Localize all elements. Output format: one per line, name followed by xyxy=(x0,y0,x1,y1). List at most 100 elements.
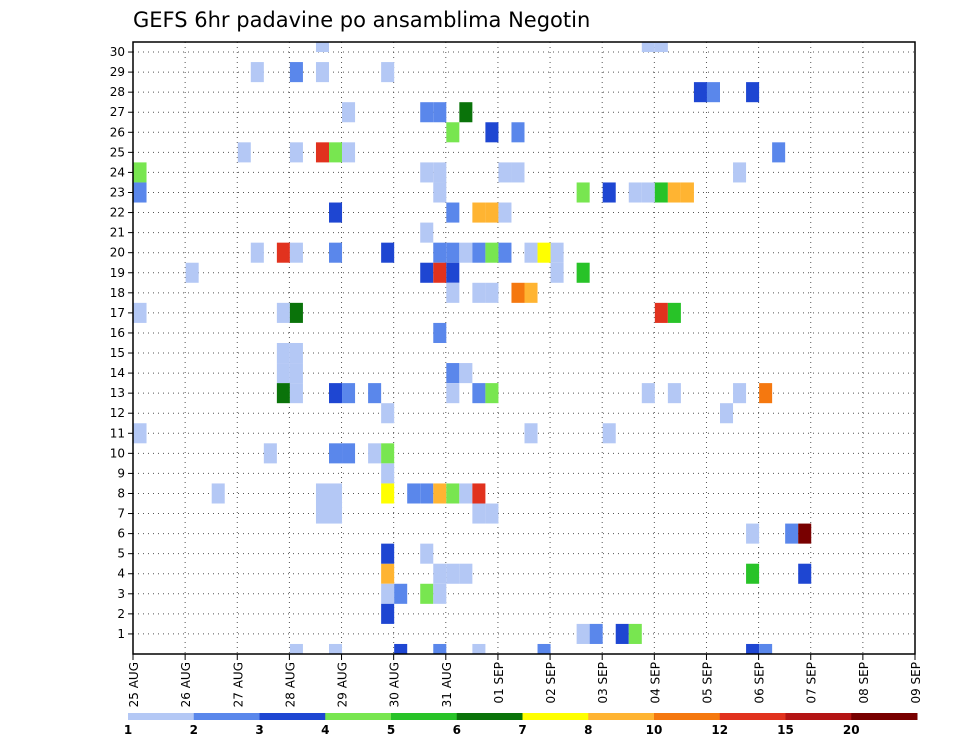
heatmap-cell xyxy=(446,383,460,404)
heatmap-cell xyxy=(798,523,812,544)
heatmap-cell xyxy=(381,443,395,464)
heatmap-cell xyxy=(433,643,447,654)
heatmap-cell xyxy=(746,523,760,544)
heatmap-cell xyxy=(459,363,473,384)
heatmap-cell xyxy=(446,242,460,263)
heatmap-cell xyxy=(250,62,264,83)
colorbar-label: 5 xyxy=(387,723,395,737)
heatmap-cell xyxy=(459,483,473,504)
y-tick-label: 5 xyxy=(117,547,125,561)
heatmap-cell xyxy=(381,603,395,624)
heatmap-cell xyxy=(446,262,460,283)
x-tick-label: 28 AUG xyxy=(283,662,297,707)
heatmap-cell xyxy=(472,643,486,654)
y-tick-label: 13 xyxy=(110,386,125,400)
heatmap-cell xyxy=(407,483,421,504)
heatmap-cell xyxy=(511,162,525,183)
y-tick-label: 21 xyxy=(110,226,125,240)
colorbar-segment xyxy=(851,713,918,720)
heatmap-cell xyxy=(746,82,760,103)
x-tick-label: 03 SEP xyxy=(596,662,610,704)
heatmap-cell xyxy=(420,262,434,283)
heatmap-cell xyxy=(511,122,525,143)
heatmap-cell xyxy=(485,282,499,303)
heatmap-cell xyxy=(433,322,447,343)
x-axis-ticks: 25 AUG 26 AUG 27 AUG 28 AUG 29 AUG 30 AUG 31 A… xyxy=(127,654,923,707)
heatmap-cell xyxy=(329,643,343,654)
heatmap-cell xyxy=(472,483,486,504)
y-tick-label: 30 xyxy=(110,45,125,59)
heatmap-cell xyxy=(342,383,356,404)
colorbar-segment xyxy=(456,713,523,720)
y-tick-label: 23 xyxy=(110,185,125,199)
heatmap-cell xyxy=(772,142,786,163)
y-tick-label: 6 xyxy=(117,527,125,541)
x-tick-label: 29 AUG xyxy=(336,662,350,707)
heatmap-cell xyxy=(394,583,408,604)
x-tick-label: 05 SEP xyxy=(700,662,714,704)
heatmap-cell xyxy=(368,443,382,464)
heatmap-cell xyxy=(485,383,499,404)
heatmap-cell xyxy=(329,202,343,223)
heatmap-cell xyxy=(420,543,434,564)
heatmap-cell xyxy=(798,563,812,584)
heatmap-cell xyxy=(615,623,629,644)
heatmap-cell xyxy=(420,222,434,243)
y-tick-label: 20 xyxy=(110,246,125,260)
y-tick-label: 27 xyxy=(110,105,125,119)
heatmap-cell xyxy=(289,242,303,263)
heatmap-cell xyxy=(524,282,538,303)
heatmap-cell xyxy=(237,142,251,163)
heatmap-cell xyxy=(133,302,147,323)
heatmap-cell xyxy=(433,483,447,504)
heatmap-cell xyxy=(381,563,395,584)
y-tick-label: 12 xyxy=(110,406,125,420)
chart-title: GEFS 6hr padavine po ansamblima Negotin xyxy=(133,8,590,32)
y-tick-label: 16 xyxy=(110,326,125,340)
heatmap-cell xyxy=(446,122,460,143)
colorbar-segment xyxy=(785,713,852,720)
colorbar-segment xyxy=(325,713,392,720)
heatmap-cell xyxy=(459,102,473,123)
x-tick-label: 02 SEP xyxy=(544,662,558,704)
heatmap-cell xyxy=(654,42,668,53)
heatmap-cell xyxy=(706,82,720,103)
heatmap-cell xyxy=(498,202,512,223)
heatmap-cell xyxy=(381,242,395,263)
heatmap-cell xyxy=(433,583,447,604)
heatmap-cell xyxy=(420,483,434,504)
heatmap-cell xyxy=(550,262,564,283)
heatmap-cell xyxy=(289,62,303,83)
y-tick-label: 17 xyxy=(110,306,125,320)
heatmap-cell xyxy=(524,242,538,263)
heatmap-cell xyxy=(733,162,747,183)
y-tick-label: 19 xyxy=(110,266,125,280)
heatmap-cell xyxy=(446,202,460,223)
heatmap-cell xyxy=(459,242,473,263)
grid-lines xyxy=(133,42,915,654)
heatmap-cell xyxy=(133,182,147,203)
heatmap-cell xyxy=(276,242,290,263)
heatmap-cell xyxy=(498,242,512,263)
heatmap-cell xyxy=(498,162,512,183)
x-tick-label: 01 SEP xyxy=(492,662,506,704)
y-tick-label: 29 xyxy=(110,65,125,79)
heatmap-cell xyxy=(420,583,434,604)
heatmap-cell xyxy=(276,302,290,323)
heatmap-cell xyxy=(446,483,460,504)
y-tick-label: 11 xyxy=(110,426,125,440)
colorbar-label: 20 xyxy=(843,723,860,737)
colorbar-label: 12 xyxy=(711,723,728,737)
y-tick-label: 2 xyxy=(117,607,125,621)
heatmap-cell xyxy=(185,262,199,283)
heatmap-cell xyxy=(524,423,538,444)
heatmap-cell xyxy=(394,643,408,654)
heatmap-cell xyxy=(537,242,551,263)
colorbar-label: 7 xyxy=(518,723,526,737)
heatmap-cell xyxy=(368,383,382,404)
y-tick-label: 3 xyxy=(117,587,125,601)
heatmap-cell xyxy=(785,523,799,544)
heatmap-cell xyxy=(602,182,616,203)
heatmap-cell xyxy=(329,242,343,263)
heatmap-cell xyxy=(433,102,447,123)
